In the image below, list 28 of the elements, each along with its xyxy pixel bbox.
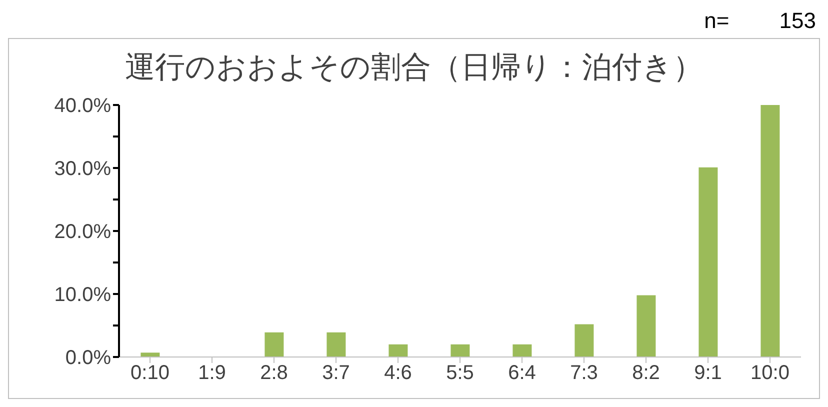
- bar: [388, 344, 408, 357]
- bar: [326, 332, 346, 357]
- x-tick-label: 6:4: [508, 362, 536, 384]
- x-tick-label: 7:3: [570, 362, 598, 384]
- bar: [574, 324, 594, 357]
- y-tick-label: 40.0%: [54, 95, 112, 118]
- x-tick-label: 3:7: [322, 362, 350, 384]
- x-tick-label: 0:10: [130, 362, 170, 384]
- bar: [636, 295, 656, 357]
- y-tick-label: 20.0%: [54, 221, 112, 244]
- x-tick-label: 5:5: [446, 362, 474, 384]
- chart-title: 運行のおおよその割合（日帰り：泊付き）: [124, 50, 704, 86]
- x-tick-label: 4:6: [384, 362, 412, 384]
- bar: [760, 105, 780, 357]
- x-tick-label: 9:1: [694, 362, 722, 384]
- x-tick-label: 10:0: [750, 362, 790, 384]
- y-tick-label: 30.0%: [54, 158, 112, 180]
- x-tick-label: 8:2: [632, 362, 660, 384]
- bar: [140, 352, 160, 357]
- x-tick-label: 1:9: [198, 362, 226, 384]
- x-tick-label: 2:8: [260, 362, 288, 384]
- text: n= 153: [704, 8, 816, 33]
- y-tick-label: 0.0%: [65, 347, 112, 370]
- bar: [450, 344, 470, 357]
- y-tick-label: 10.0%: [54, 284, 112, 306]
- bar: [512, 344, 532, 357]
- bar: [698, 167, 718, 357]
- bar: [264, 332, 284, 357]
